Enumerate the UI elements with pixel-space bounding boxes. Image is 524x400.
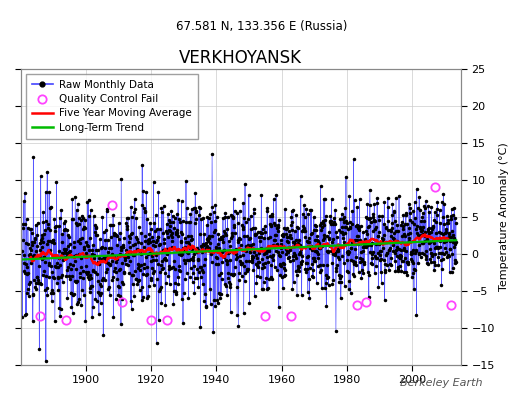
Legend: Raw Monthly Data, Quality Control Fail, Five Year Moving Average, Long-Term Tren: Raw Monthly Data, Quality Control Fail, … <box>26 74 198 139</box>
Y-axis label: Temperature Anomaly (°C): Temperature Anomaly (°C) <box>499 142 509 291</box>
Text: Berkeley Earth: Berkeley Earth <box>400 378 482 388</box>
Title: VERKHOYANSK: VERKHOYANSK <box>179 49 302 67</box>
Text: 67.581 N, 133.356 E (Russia): 67.581 N, 133.356 E (Russia) <box>176 20 348 33</box>
